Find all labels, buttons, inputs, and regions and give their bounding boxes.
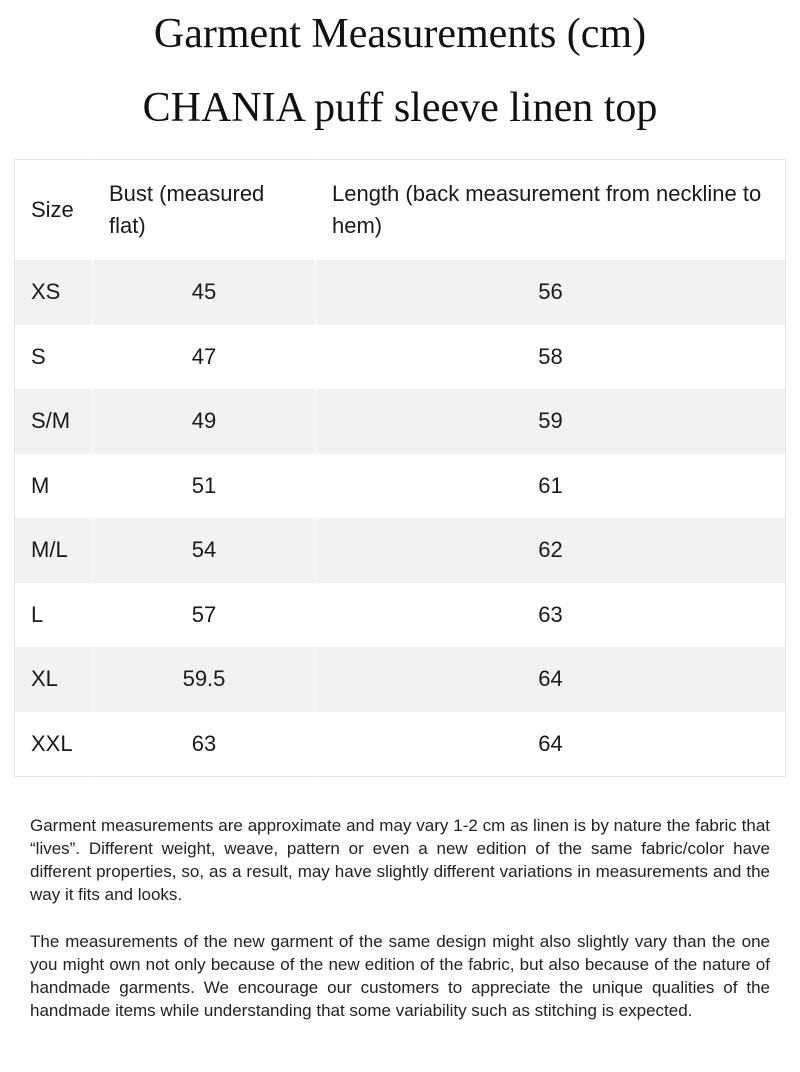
table-row: XL 59.5 64 [14,647,786,712]
cell-bust: 47 [92,324,316,389]
note-paragraph: Garment measurements are approximate and… [30,816,770,904]
cell-length: 64 [315,647,786,712]
cell-bust: 57 [92,582,316,647]
cell-size: S/M [14,389,93,454]
cell-size: S [14,324,93,389]
page-title: Garment Measurements (cm) [153,11,647,57]
cell-length: 61 [315,453,786,518]
table-row: XXL 63 64 [14,711,786,777]
cell-bust: 51 [92,453,316,518]
cell-length: 56 [315,260,786,325]
table-row: L 57 63 [14,582,786,647]
cell-size: XL [14,647,93,712]
cell-bust: 63 [92,711,316,777]
cell-size: XS [14,260,93,325]
cell-size: XXL [14,711,93,777]
cell-size: M/L [14,518,93,583]
cell-length: 59 [315,389,786,454]
table-row: S/M 49 59 [14,389,786,454]
table-header-row: Size Bust (measured flat) Length (back m… [14,159,786,260]
table-row: M 51 61 [14,453,786,518]
cell-bust: 59.5 [92,647,316,712]
note-paragraph: The measurements of the new garment of t… [30,931,770,1020]
cell-size: M [14,453,93,518]
cell-size: L [14,582,93,647]
header-length: Length (back measurement from neckline t… [315,159,786,260]
cell-length: 62 [315,518,786,583]
header-bust: Bust (measured flat) [92,159,316,260]
product-title: CHANIA puff sleeve linen top [142,85,658,131]
cell-length: 64 [315,711,786,777]
cell-length: 63 [315,582,786,647]
table-row: M/L 54 62 [14,518,786,583]
measurement-notes: Garment measurements are approximate and… [30,815,770,1047]
header-size: Size [14,159,93,260]
cell-bust: 45 [92,260,316,325]
cell-bust: 49 [92,389,316,454]
cell-length: 58 [315,324,786,389]
table-row: S 47 58 [14,324,786,389]
measurements-table: Size Bust (measured flat) Length (back m… [14,159,786,777]
cell-bust: 54 [92,518,316,583]
table-row: XS 45 56 [14,260,786,325]
